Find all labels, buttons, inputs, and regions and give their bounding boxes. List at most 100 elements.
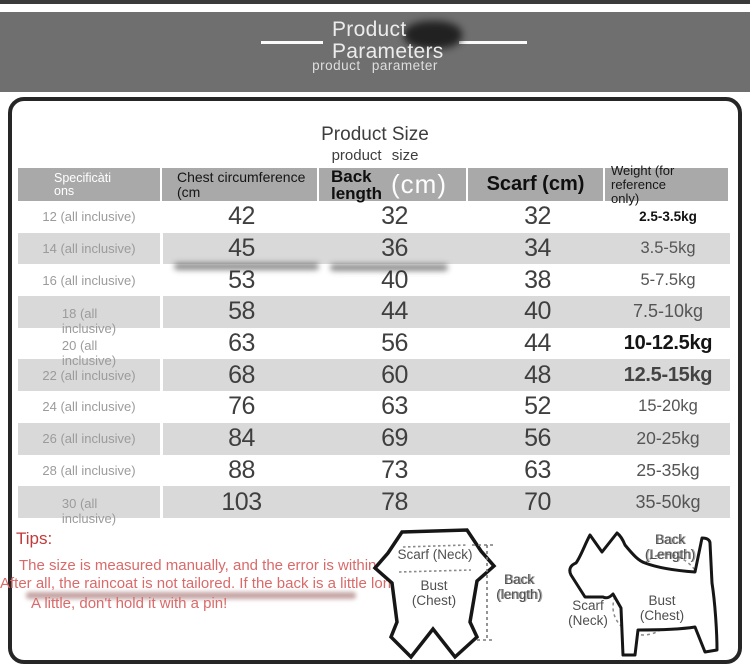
scarf-cell: 32 [469,201,606,233]
col-header-back-label: Back length [331,166,382,203]
size-cell: 28 (all inclusive) [18,454,163,487]
raincoat-diagram: Scarf (Neck) Bust (Chest) Back (length) [352,521,544,660]
chest-cell: 76 [163,391,320,423]
size-label: 24 (all inclusive) [42,399,136,415]
page-subtitle: product parameter [312,58,438,73]
table-row: 12 (all inclusive) 42 32 32 2.5-3.5kg [18,201,730,233]
value: 36 [381,234,408,263]
weight-value: 2.5-3.5kg [639,209,697,225]
value: 42 [228,202,255,231]
weight-value: 5-7.5kg [640,270,696,289]
value: 73 [381,455,408,484]
value: 60 [381,360,408,389]
scarf-cell: 38 [469,264,606,296]
value: 52 [524,392,551,421]
table-header-row: Specificàti ons Chest circumference (cm … [18,163,730,205]
weight-value: 15-20kg [638,397,698,416]
scarf-cell: 63 [469,455,606,487]
value: 63 [524,455,551,484]
raincoat-outline-svg [372,528,497,660]
weight-value: 25-35kg [636,459,700,480]
col-header-weight-label: Weight (for reference only) [611,162,675,206]
blurred-text-smudge [174,263,319,270]
chest-cell: 42 [163,201,320,233]
chest-cell: 45 [163,233,320,265]
value: 76 [228,392,255,421]
weight-value: 3.5-5kg [640,239,696,258]
scarf-cell: 40 [469,296,606,328]
value: 63 [381,392,408,421]
col-header-back-length: Back length (cm) [319,166,466,203]
value: 68 [228,360,255,389]
size-label: 12 (all inclusive) [42,209,136,225]
value: 48 [524,360,551,389]
chest-cell: 84 [163,423,320,455]
size-cell: 12 (all inclusive) [18,201,163,233]
dog-bust-chest-label: Bust (Chest) [639,593,685,623]
value: 53 [228,265,255,294]
value: 63 [228,329,255,358]
size-label: 20 (all inclusive) [61,337,117,368]
back-length-measure-line [472,544,495,641]
back-length-cell: 73 [320,455,469,487]
scarf-cell: 44 [469,328,606,360]
weight-cell: 2.5-3.5kg [606,201,730,233]
size-label: 28 (all inclusive) [42,462,136,478]
value: 44 [381,297,408,326]
col-header-specifications: Specificàti ons [18,168,160,201]
table-row: 28 (all inclusive) 88 73 63 25-35kg [18,454,730,487]
scarf-cell: 52 [469,391,606,423]
col-header-weight: Weight (for reference only) [605,163,728,205]
size-cell: 24 (all inclusive) [18,391,163,423]
value: 56 [381,329,408,358]
tips-heading: Tips: [16,529,53,548]
value: 70 [524,487,551,516]
neck-dotted-line-top [402,544,468,548]
weight-cell: 35-50kg [606,486,730,518]
col-header-scarf: Scarf (cm) [468,168,603,201]
col-header-back-unit: (cm) [391,169,447,199]
col-header-chest-label: Chest circumference (cm [177,168,306,200]
weight-cell: 20-25kg [606,423,730,455]
value: 40 [524,297,551,326]
dog-diagram: Back (Length) Scarf (Neck) Bust (Chest) [556,520,748,659]
chest-cell: 58 [163,296,320,328]
dog-back-length-label: Back (Length) [644,532,696,562]
value: 45 [228,234,255,263]
size-cell: 26 (all inclusive) [18,422,163,455]
value: 84 [228,424,255,453]
chest-cell: 88 [163,455,320,487]
col-header-scarf-label: Scarf (cm) [486,173,585,195]
weight-value: 12.5-15kg [623,363,713,386]
dog-outline [568,531,719,657]
size-table-subtitle: product size [331,147,419,164]
weight-cell: 3.5-5kg [606,233,730,265]
back-length-cell: 32 [320,201,469,233]
censored-text-smudge [404,21,462,49]
value: 32 [381,202,408,231]
size-label: 16 (all inclusive) [42,272,136,288]
weight-cell: 5-7.5kg [606,264,730,296]
dog-scarf-neck-label: Scarf (Neck) [568,598,608,628]
chest-cell: 103 [163,486,320,518]
value: 58 [228,297,255,326]
scarf-cell: 70 [469,486,606,518]
value: 56 [524,424,551,453]
tips-line-3: A little, don't hold it with a pin! [31,595,228,612]
value: 32 [524,202,551,231]
size-cell: 18 (all inclusive) [18,296,163,336]
size-cell: 30 (all inclusive) [18,486,163,526]
back-length-cell: 56 [320,328,469,360]
back-length-cell: 60 [320,359,469,391]
back-length-cell: 36 [320,233,469,265]
back-length-cell: 78 [320,486,469,518]
value: 78 [381,487,408,516]
size-cell: 20 (all inclusive) [18,327,163,368]
size-label: 22 (all inclusive) [42,367,136,383]
value: 103 [221,487,262,516]
value: 69 [381,424,408,453]
size-label: 18 (all inclusive) [61,305,117,336]
value: 38 [524,265,551,294]
coat-back-length-label: Back (length) [496,572,542,602]
coat-bust-chest-label: Bust (Chest) [411,578,457,608]
